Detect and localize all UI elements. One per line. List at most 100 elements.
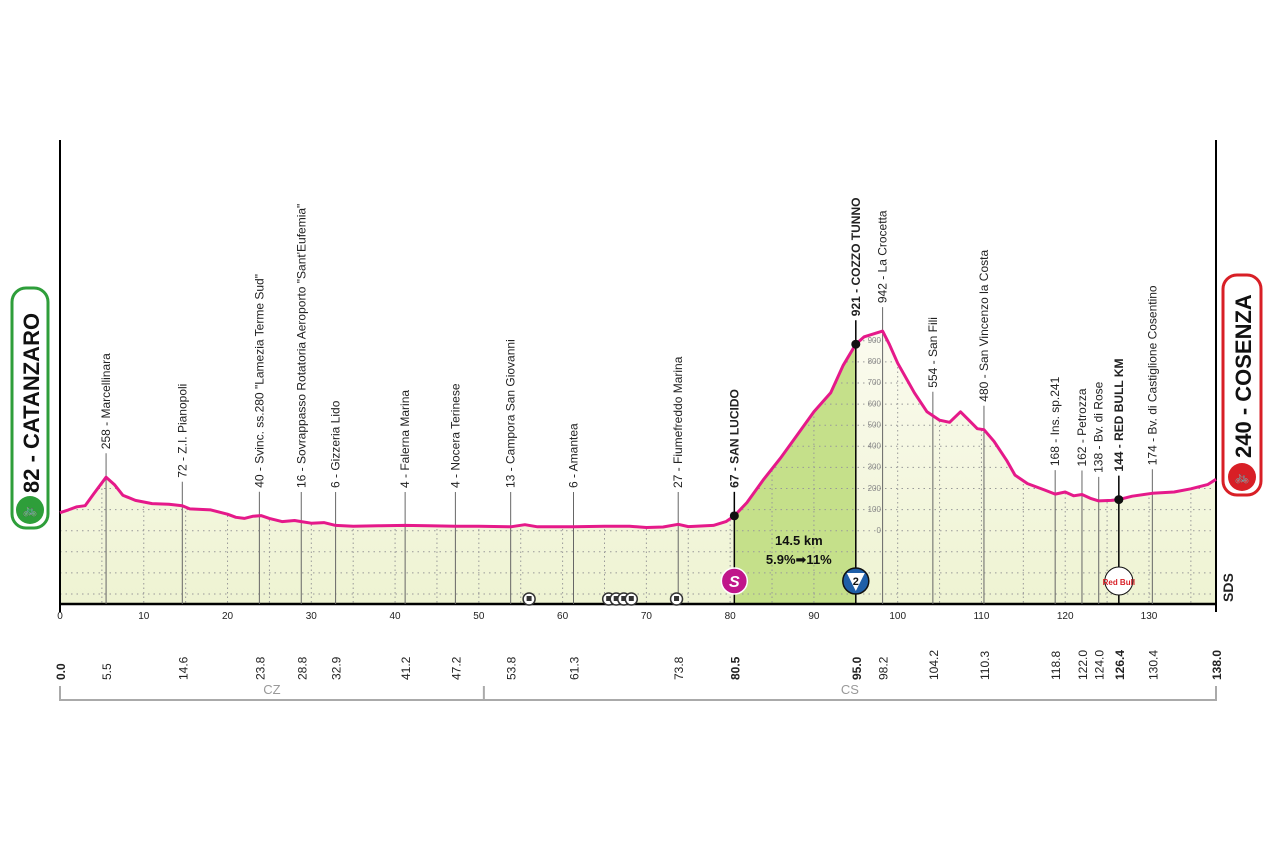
waypoint-label: 162 - Petrozza	[1075, 388, 1089, 466]
x-tick-label: 40	[390, 611, 402, 622]
elevation-tick-label: 0	[876, 526, 881, 535]
waypoint-label: 921 - COZZO TUNNO	[849, 198, 863, 317]
cyclist-icon	[16, 496, 44, 524]
waypoint-km: 110.3	[978, 651, 992, 680]
waypoint-label: 40 - Svinc. ss.280 "Lamezia Terme Sud"	[252, 274, 266, 488]
waypoint-label: 4 - Nocera Terinese	[448, 383, 462, 488]
waypoint-label: 6 - Amantea	[566, 423, 580, 488]
x-tick-label: 20	[222, 611, 234, 622]
profile-area	[60, 331, 1216, 604]
sds-label: SDS	[1220, 573, 1236, 602]
waypoint-label: 72 - Z.I. Pianopoli	[175, 384, 189, 478]
waypoint-km: 61.3	[567, 656, 581, 680]
x-tick-label: 80	[725, 611, 737, 622]
finish-bike-glyph: 🚲	[1235, 470, 1250, 484]
waypoint-label: 13 - Campora San Giovanni	[504, 339, 518, 488]
tunnel-icon-inner	[613, 596, 619, 601]
waypoint-km: 41.2	[399, 656, 413, 680]
waypoint-km: 122.0	[1076, 650, 1090, 680]
x-tick-label: 50	[473, 611, 485, 622]
sprint-icon	[720, 567, 749, 595]
waypoint-km: 14.6	[176, 656, 190, 680]
x-tick-label: 30	[306, 611, 318, 622]
waypoint-label: 174 - Bv. di Castiglione Cosentino	[1145, 285, 1159, 465]
redbull-icon	[1104, 566, 1134, 596]
waypoint-label: 4 - Falerna Marina	[398, 390, 412, 488]
x-tick-label: 120	[1057, 611, 1074, 622]
waypoint-label: 258 - Marcellinara	[99, 353, 113, 449]
waypoint-km: 47.2	[449, 656, 463, 680]
elevation-tick-label: 100	[868, 505, 882, 514]
waypoint-km: 130.4	[1146, 650, 1160, 680]
waypoint-label: 27 - Fiumefreddo Marina	[671, 356, 685, 488]
redbull-marker: Red Bull	[1103, 566, 1135, 596]
tunnel-icon-inner	[674, 596, 680, 601]
kom-category: 2	[853, 576, 859, 588]
climb-area	[734, 344, 856, 604]
waypoint-km: 53.8	[505, 656, 519, 680]
x-tick-label: 60	[557, 611, 569, 622]
waypoint-label: 67 - SAN LUCIDO	[727, 389, 741, 488]
profile-line	[59, 329, 1217, 529]
elevation-tick-label: 200	[868, 484, 882, 493]
waypoint-km: 98.2	[877, 656, 891, 680]
x-tick-label: 90	[808, 611, 820, 622]
elevation-tick-label: 600	[868, 399, 882, 408]
finish-label: 240 - COSENZA	[1231, 294, 1256, 458]
waypoint-label: 6 - Gizzeria Lido	[329, 400, 343, 488]
waypoint-label: 554 - San Fili	[926, 317, 940, 388]
elevation-tick-label: 900	[868, 336, 882, 345]
waypoint-dot	[1114, 495, 1124, 505]
redbull-logo: Red Bull	[1103, 578, 1135, 587]
x-tick-label: 130	[1141, 611, 1158, 622]
climb-gradient: 5.9%➡11%	[766, 552, 832, 567]
waypoint-km: 126.4	[1113, 650, 1127, 680]
region-label: CZ	[263, 682, 280, 697]
waypoint-label: 138 - Bv. di Rose	[1092, 381, 1106, 472]
elevation-tick-label: 500	[868, 420, 882, 429]
waypoint-km: 118.8	[1049, 651, 1063, 680]
waypoint-km: 28.8	[295, 656, 309, 680]
region-label: CS	[841, 682, 859, 697]
elevation-tick-label: 300	[868, 463, 882, 472]
elevation-tick-label: 400	[868, 442, 882, 451]
elevation-tick-label: 700	[868, 378, 882, 387]
x-tick-label: 70	[641, 611, 653, 622]
waypoint-km: 138.0	[1210, 650, 1224, 680]
x-tick-label: 100	[889, 611, 906, 622]
waypoint-km: 95.0	[850, 656, 864, 680]
bike-glyph: 🚲	[23, 503, 38, 517]
waypoint-km: 73.8	[672, 656, 686, 680]
climb-length: 14.5 km	[775, 533, 823, 548]
start-label: 82 - CATANZARO	[19, 313, 44, 493]
tunnel-icon-inner	[606, 596, 612, 601]
waypoint-label: 144 - RED BULL KM	[1112, 358, 1126, 471]
x-tick-label: 110	[973, 611, 989, 622]
waypoint-km: 80.5	[728, 656, 742, 680]
waypoint-km: 124.0	[1093, 650, 1107, 680]
tunnel-icon-inner	[628, 596, 634, 601]
waypoint-dot	[851, 339, 861, 349]
tunnel-icon-inner	[526, 596, 532, 601]
waypoint-label: 480 - San Vincenzo la Costa	[977, 250, 991, 402]
kom-triangle-icon	[846, 573, 865, 591]
waypoint-km: 104.2	[927, 650, 941, 680]
waypoint-km: 23.8	[253, 656, 267, 680]
waypoint-label: 16 - Sovrappasso Rotatoria Aeroporto "Sa…	[294, 204, 308, 488]
sprint-marker: S	[720, 567, 749, 595]
kom-marker: 2	[842, 567, 870, 595]
waypoint-km: 32.9	[330, 656, 344, 680]
sprint-icon-label: S	[729, 574, 740, 591]
elevation-tick-label: 800	[868, 357, 882, 366]
x-tick-label: 0	[57, 611, 63, 622]
x-tick-label: 10	[138, 611, 150, 622]
waypoint-km: 0.0	[54, 663, 68, 680]
waypoint-label: 942 - La Crocetta	[876, 210, 890, 303]
finish-cyclist-icon	[1228, 463, 1256, 491]
finish-badge: 🚲 240 - COSENZA	[1221, 273, 1263, 497]
start-badge: 🚲 82 - CATANZARO	[10, 286, 50, 530]
waypoint-km: 5.5	[100, 663, 114, 680]
tunnel-icon-inner	[621, 596, 627, 601]
